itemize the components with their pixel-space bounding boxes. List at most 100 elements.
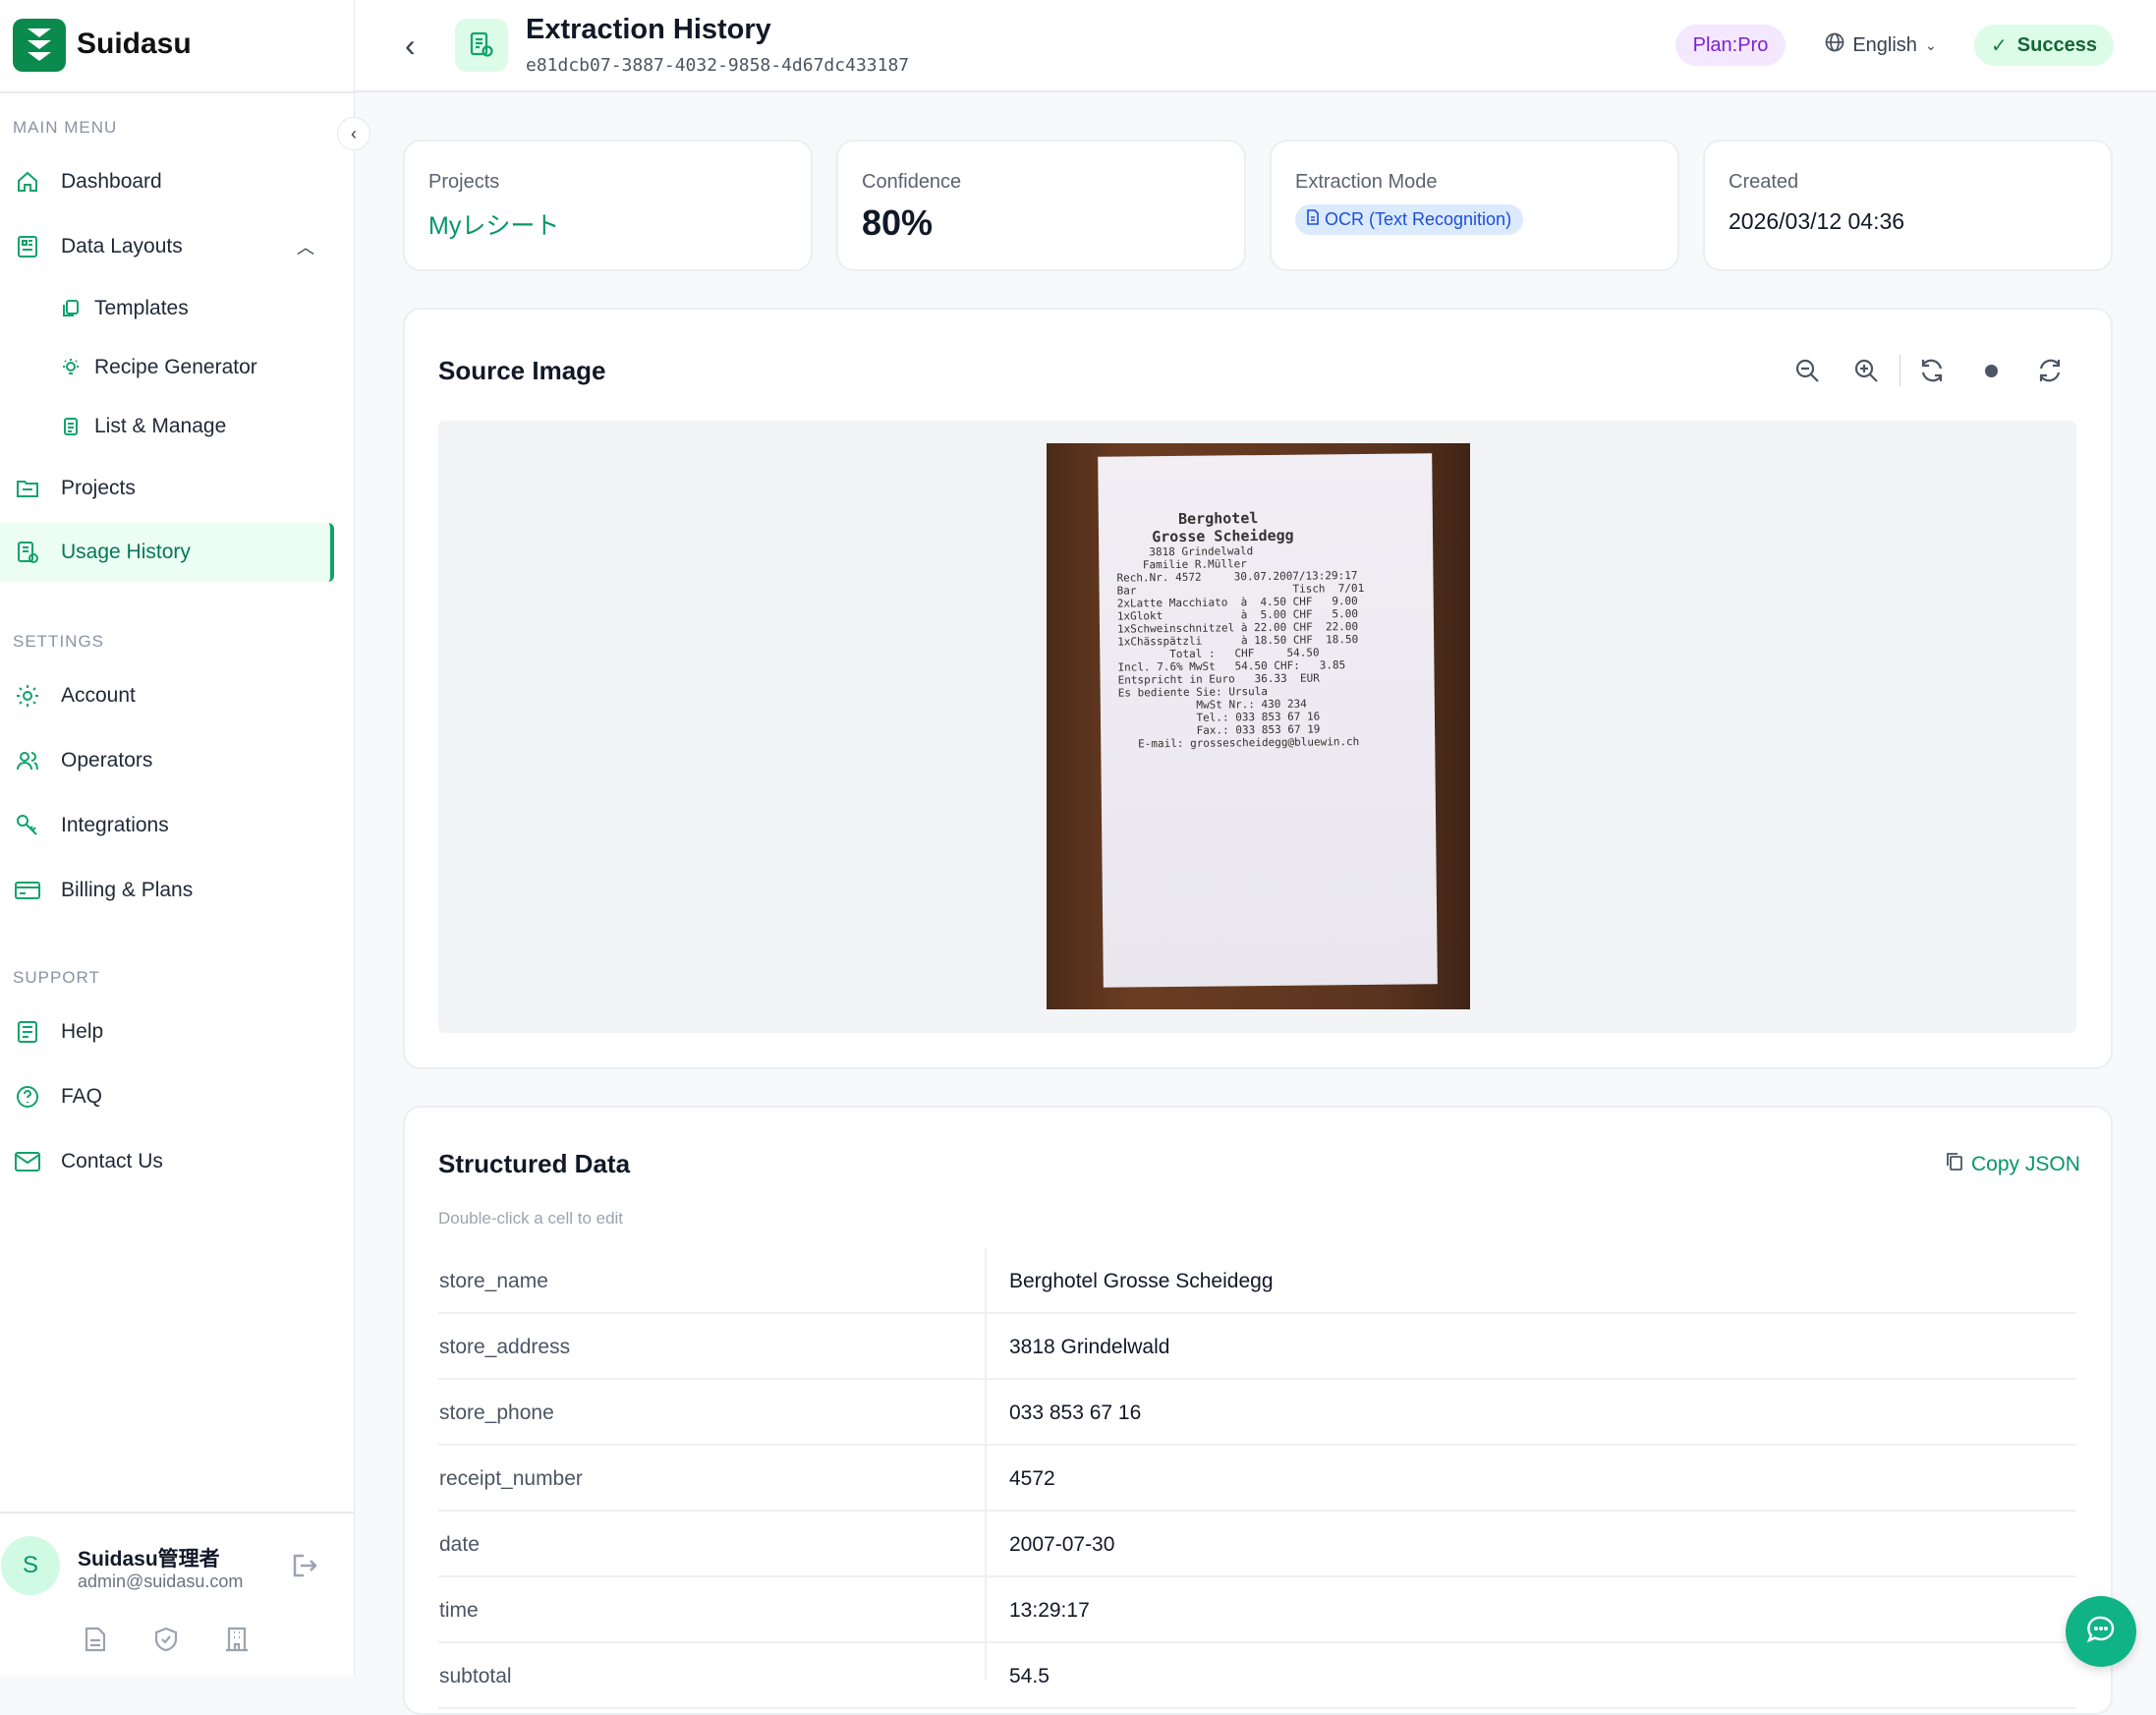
user-name: Suidasu管理者 bbox=[78, 1548, 220, 1571]
sidebar-item-usage-history[interactable]: Usage History bbox=[0, 523, 334, 582]
confidence-value: 80% bbox=[862, 202, 934, 243]
field-key: time bbox=[439, 1599, 479, 1622]
language-selector[interactable]: English ⌄ bbox=[1820, 25, 1942, 66]
field-key: subtotal bbox=[439, 1665, 512, 1687]
sidebar-item-operators[interactable]: Operators bbox=[0, 732, 334, 789]
avatar: S bbox=[1, 1536, 60, 1595]
document-icon[interactable] bbox=[85, 1627, 106, 1657]
chevron-down-icon: ⌄ bbox=[1924, 36, 1937, 53]
edit-hint: Double-click a cell to edit bbox=[438, 1209, 624, 1228]
check-icon: ✓ bbox=[1991, 34, 2008, 57]
source-image-title: Source Image bbox=[438, 356, 606, 385]
receipt-line: E-mail: grossescheidegg@bluewin.ch bbox=[1118, 735, 1360, 751]
field-value[interactable]: 4572 bbox=[1009, 1467, 1055, 1490]
mode-badge: OCR (Text Recognition) bbox=[1295, 204, 1524, 235]
sidebar-item-label: Usage History bbox=[61, 541, 191, 563]
reset-dot-icon[interactable] bbox=[1974, 354, 2008, 387]
collapse-sidebar-button[interactable]: ‹ bbox=[337, 117, 370, 150]
sidebar-item-label: Integrations bbox=[61, 814, 169, 836]
copy-json-button[interactable]: Copy JSON bbox=[1946, 1152, 2080, 1177]
field-value[interactable]: 13:29:17 bbox=[1009, 1599, 1090, 1622]
receipt-image: Berghotel Grosse Scheidegg 3818 Grindelw… bbox=[1047, 443, 1470, 1009]
table-row: date 2007-07-30 bbox=[438, 1512, 2076, 1577]
users-icon bbox=[14, 747, 41, 774]
field-value[interactable]: Berghotel Grosse Scheidegg bbox=[1009, 1270, 1274, 1292]
sidebar: Suidasu ‹ MAIN MENU Dashboard Data Layou… bbox=[0, 0, 370, 1676]
sidebar-item-templates[interactable]: Templates bbox=[0, 280, 334, 337]
book-icon bbox=[14, 1018, 41, 1046]
sidebar-item-label: Operators bbox=[61, 749, 153, 772]
field-value[interactable]: 3818 Grindelwald bbox=[1009, 1336, 1170, 1358]
zoom-in-icon[interactable] bbox=[1849, 354, 1883, 387]
chat-button[interactable] bbox=[2066, 1596, 2136, 1667]
sidebar-item-label: Account bbox=[61, 684, 136, 707]
shield-check-icon[interactable] bbox=[153, 1627, 179, 1657]
settings-heading: SETTINGS bbox=[13, 632, 105, 651]
chevron-up-icon[interactable]: ︿ bbox=[297, 238, 314, 257]
sidebar-item-recipe-generator[interactable]: Recipe Generator bbox=[0, 339, 334, 396]
sidebar-item-label: Contact Us bbox=[61, 1150, 163, 1172]
rotate-right-icon[interactable] bbox=[2033, 354, 2067, 387]
logout-icon[interactable] bbox=[290, 1553, 317, 1583]
header bbox=[355, 0, 2156, 92]
user-email: admin@suidasu.com bbox=[78, 1572, 244, 1591]
field-key: store_address bbox=[439, 1336, 571, 1358]
status-badge: ✓ Success bbox=[1974, 25, 2114, 66]
sidebar-item-contact[interactable]: Contact Us bbox=[0, 1133, 334, 1190]
plan-badge: Plan:Pro bbox=[1675, 25, 1786, 66]
extraction-id: e81dcb07-3887-4032-9858-4d67dc433187 bbox=[526, 55, 910, 76]
field-value[interactable]: 54.5 bbox=[1009, 1665, 1050, 1687]
sidebar-item-label: FAQ bbox=[61, 1085, 103, 1108]
gear-icon bbox=[14, 682, 41, 710]
confidence-card: Confidence 80% bbox=[836, 140, 1246, 271]
layout-icon bbox=[14, 233, 41, 260]
card-label: Created bbox=[1729, 171, 1799, 193]
rotate-left-icon[interactable] bbox=[1915, 354, 1949, 387]
copy-icon bbox=[59, 295, 83, 322]
back-button[interactable]: ‹ bbox=[405, 28, 416, 63]
sidebar-item-help[interactable]: Help bbox=[0, 1003, 334, 1060]
sidebar-item-projects[interactable]: Projects bbox=[0, 460, 334, 517]
sidebar-item-account[interactable]: Account bbox=[0, 667, 334, 724]
main-menu-heading: MAIN MENU bbox=[13, 118, 118, 137]
sidebar-item-label: Help bbox=[61, 1020, 104, 1043]
brand-name: Suidasu bbox=[77, 28, 192, 60]
sidebar-item-dashboard[interactable]: Dashboard bbox=[0, 153, 334, 210]
sidebar-item-label: Templates bbox=[94, 297, 189, 319]
card-label: Confidence bbox=[862, 171, 962, 193]
folder-icon bbox=[14, 475, 41, 502]
card-label: Projects bbox=[428, 171, 500, 193]
card-label: Extraction Mode bbox=[1295, 171, 1438, 193]
field-value[interactable]: 033 853 67 16 bbox=[1009, 1401, 1142, 1424]
sidebar-item-label: Billing & Plans bbox=[61, 879, 194, 901]
extraction-doc-icon bbox=[455, 19, 508, 72]
building-icon[interactable] bbox=[225, 1627, 249, 1657]
structured-data-panel bbox=[403, 1106, 2113, 1715]
sidebar-item-label: List & Manage bbox=[94, 415, 227, 437]
language-label: English bbox=[1852, 33, 1917, 56]
sidebar-item-integrations[interactable]: Integrations bbox=[0, 797, 334, 854]
key-icon bbox=[14, 812, 41, 839]
project-link[interactable]: Myレシート bbox=[428, 212, 560, 240]
sidebar-item-billing[interactable]: Billing & Plans bbox=[0, 862, 334, 919]
mail-icon bbox=[14, 1148, 41, 1175]
field-value[interactable]: 2007-07-30 bbox=[1009, 1533, 1115, 1556]
copy-icon bbox=[1946, 1152, 1963, 1177]
table-row: store_address 3818 Grindelwald bbox=[438, 1314, 2076, 1380]
sidebar-item-label: Data Layouts bbox=[61, 235, 183, 257]
history-doc-icon bbox=[14, 539, 41, 566]
table-row: time 13:29:17 bbox=[438, 1577, 2076, 1643]
credit-card-icon bbox=[14, 877, 41, 904]
field-key: store_phone bbox=[439, 1401, 554, 1424]
sidebar-item-faq[interactable]: FAQ bbox=[0, 1068, 334, 1125]
sidebar-item-label: Dashboard bbox=[61, 170, 162, 193]
question-icon bbox=[14, 1083, 41, 1111]
field-key: store_name bbox=[439, 1270, 548, 1292]
document-list-icon bbox=[59, 413, 83, 440]
structured-data-title: Structured Data bbox=[438, 1149, 631, 1178]
zoom-out-icon[interactable] bbox=[1790, 354, 1824, 387]
sidebar-item-data-layouts[interactable]: Data Layouts ︿ bbox=[0, 218, 334, 275]
created-card: Created 2026/03/12 04:36 bbox=[1703, 140, 2113, 271]
sidebar-item-list-manage[interactable]: List & Manage bbox=[0, 398, 334, 455]
created-value: 2026/03/12 04:36 bbox=[1729, 208, 1905, 234]
